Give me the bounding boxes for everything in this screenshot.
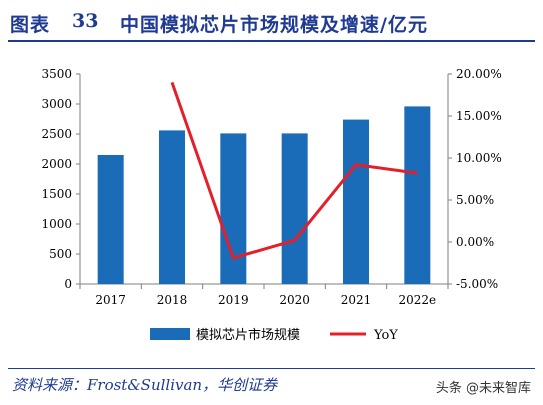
axes <box>76 73 452 289</box>
right-tick-label: 0.00% <box>456 235 494 249</box>
left-tick-label: 3500 <box>41 67 72 81</box>
left-tick-label: 500 <box>49 247 72 261</box>
left-tick-label: 0 <box>64 277 72 291</box>
bars-group <box>97 106 431 285</box>
right-tick-label: 10.00% <box>456 151 502 165</box>
x-tick-label: 2018 <box>157 293 188 307</box>
left-tick-label: 2500 <box>41 127 72 141</box>
figure-header: 图表 33 中国模拟芯片市场规模及增速/亿元 <box>0 0 543 46</box>
legend-bar-label: 模拟芯片市场规模 <box>196 327 300 343</box>
chart-title: 中国模拟芯片市场规模及增速/亿元 <box>120 14 428 36</box>
x-tick-label: 2022e <box>399 293 437 307</box>
bar <box>159 130 185 284</box>
yoy-line-group <box>170 81 418 260</box>
watermark: 头条 @未来智库 <box>435 381 531 396</box>
legend-line-label: YoY <box>373 328 398 343</box>
right-tick-label: 5.00% <box>456 193 494 207</box>
left-tick-labels: 0 500 1000 1500 2000 2500 3000 3500 <box>41 67 72 291</box>
chart-canvas: 2017 2018 2019 2020 2021 2022e 0 500 1000 1500 20… <box>41 67 502 343</box>
bar <box>220 133 247 284</box>
left-tick-label: 2000 <box>41 157 72 171</box>
right-tick-labels: -5.00% 0.00% 5.00% 10.00% 15.00% 20.00% <box>456 67 502 291</box>
bar <box>404 106 431 285</box>
yoy-line <box>170 81 418 260</box>
x-tick-label: 2017 <box>95 293 126 307</box>
x-tick-label: 2019 <box>218 293 249 307</box>
left-tick-label: 3000 <box>41 97 72 111</box>
right-tick-label: -5.00% <box>456 277 498 291</box>
figure-label: 图表 <box>10 14 51 36</box>
left-tick-label: 1000 <box>41 217 72 231</box>
x-tick-label: 2020 <box>279 293 310 307</box>
right-tick-label: 15.00% <box>456 109 502 123</box>
figure-number: 33 <box>72 10 99 32</box>
source-note: 资料来源：Frost&Sullivan，华创证券 <box>12 376 278 394</box>
legend-bar-swatch <box>150 328 190 340</box>
title-underline <box>8 40 535 42</box>
bar <box>343 119 369 284</box>
source-divider <box>8 368 535 369</box>
legend: 模拟芯片市场规模 YoY <box>150 327 398 343</box>
x-tick-labels: 2017 2018 2019 2020 2021 2022e <box>95 293 436 307</box>
bar <box>281 133 308 284</box>
x-tick-label: 2021 <box>341 293 372 307</box>
right-tick-label: 20.00% <box>456 67 502 81</box>
left-tick-label: 1500 <box>41 187 72 201</box>
bar <box>97 155 124 284</box>
